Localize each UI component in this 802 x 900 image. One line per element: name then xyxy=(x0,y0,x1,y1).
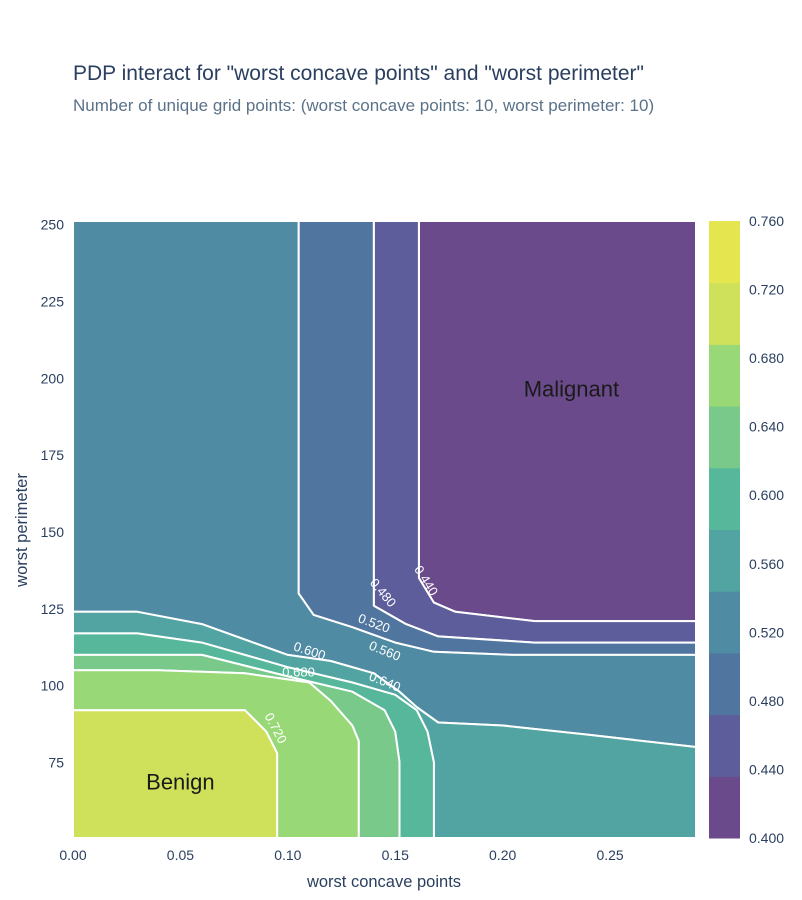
colorbar xyxy=(709,221,740,839)
annotation-benign: Benign xyxy=(146,770,215,795)
x-tick-label: 0.25 xyxy=(596,847,623,863)
colorbar-band-0 xyxy=(709,776,740,839)
colorbar-tick-label: 0.400 xyxy=(749,830,784,846)
region-annotations: Malignant Benign xyxy=(146,376,619,794)
colorbar-band-3 xyxy=(709,591,740,654)
y-axis-ticks: 75 100 125 150 175 200 225 250 xyxy=(41,217,65,771)
colorbar-band-1 xyxy=(709,714,740,777)
colorbar-band-4 xyxy=(709,529,740,592)
colorbar-tick-label: 0.520 xyxy=(749,624,784,640)
y-tick-label: 175 xyxy=(41,447,65,463)
colorbar-tick-label: 0.560 xyxy=(749,556,784,572)
chart-subtitle: Number of unique grid points: (worst con… xyxy=(73,96,655,115)
y-tick-label: 200 xyxy=(41,370,65,386)
y-tick-label: 125 xyxy=(41,601,65,617)
contour-band-8 xyxy=(72,709,279,839)
y-tick-label: 250 xyxy=(41,217,65,233)
colorbar-tick-label: 0.640 xyxy=(749,419,784,435)
colorbar-band-6 xyxy=(709,406,740,469)
colorbar-tick-label: 0.600 xyxy=(749,487,784,503)
colorbar-ticks: 0.400 0.440 0.480 0.520 0.560 0.600 0.640 0.680… xyxy=(749,213,784,846)
colorbar-band-7 xyxy=(709,344,740,407)
x-tick-label: 0.10 xyxy=(274,847,301,863)
y-axis-title: worst perimeter xyxy=(13,473,31,588)
colorbar-tick-label: 0.720 xyxy=(749,282,784,298)
chart-title: PDP interact for "worst concave points" … xyxy=(73,62,644,85)
annotation-malignant: Malignant xyxy=(524,376,619,401)
y-tick-label: 75 xyxy=(48,754,64,770)
x-tick-label: 0.15 xyxy=(382,847,409,863)
colorbar-band-9 xyxy=(709,221,740,284)
x-axis-ticks: 0.00 0.05 0.10 0.15 0.20 0.25 xyxy=(59,847,624,863)
colorbar-tick-label: 0.680 xyxy=(749,350,784,366)
colorbar-band-8 xyxy=(709,282,740,345)
colorbar-band-2 xyxy=(709,652,740,716)
y-tick-label: 100 xyxy=(41,678,65,694)
colorbar-tick-label: 0.440 xyxy=(749,761,784,777)
colorbar-tick-label: 0.480 xyxy=(749,693,784,709)
contour-label-6: 0.680 xyxy=(282,665,315,680)
y-tick-label: 225 xyxy=(41,294,65,310)
contour-regions xyxy=(72,220,697,839)
x-axis-title: worst concave points xyxy=(306,873,461,891)
colorbar-tick-label: 0.760 xyxy=(749,213,784,229)
x-tick-label: 0.05 xyxy=(167,847,194,863)
contour-band-0 xyxy=(417,220,697,623)
x-tick-label: 0.20 xyxy=(489,847,516,863)
colorbar-band-5 xyxy=(709,467,740,530)
x-tick-label: 0.00 xyxy=(59,847,86,863)
y-tick-label: 150 xyxy=(41,524,65,540)
